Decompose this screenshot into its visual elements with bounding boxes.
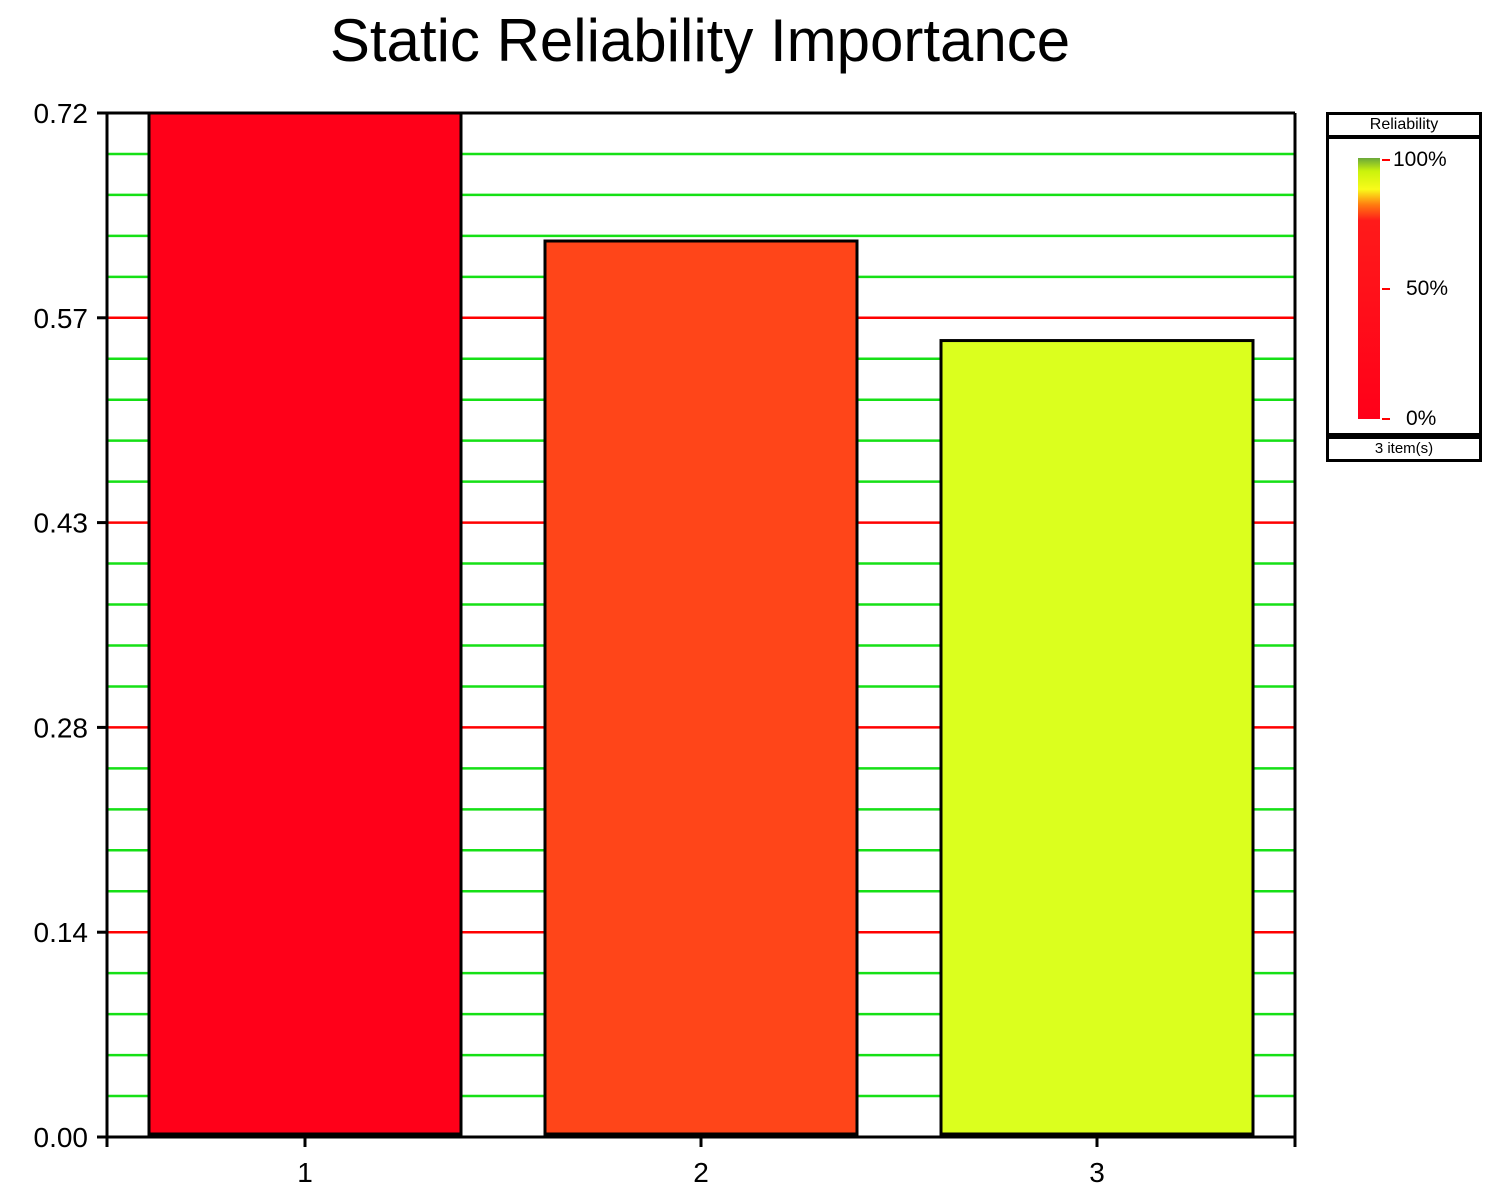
legend-panel bbox=[1326, 136, 1482, 436]
legend-label-100: 100% bbox=[1393, 148, 1447, 171]
legend-title: Reliability bbox=[1326, 112, 1482, 138]
legend-footer: 3 item(s) bbox=[1326, 436, 1482, 462]
axes bbox=[97, 111, 1297, 1147]
bars bbox=[147, 111, 1255, 1136]
x-tick-label: 2 bbox=[693, 1157, 709, 1188]
y-tick-label: 0.14 bbox=[34, 917, 89, 948]
y-tick-label: 0.43 bbox=[34, 508, 89, 539]
y-tick-label: 0.00 bbox=[34, 1122, 89, 1153]
legend-label-50: 50% bbox=[1406, 277, 1449, 300]
x-axis-ticks: 1 2 3 bbox=[297, 1137, 1105, 1188]
reliability-color-scale bbox=[1358, 158, 1380, 419]
legend-tick-0 bbox=[1382, 418, 1390, 420]
y-tick-label: 0.28 bbox=[34, 712, 89, 743]
y-axis-ticks: 0.00 0.14 0.28 0.43 0.57 0.72 bbox=[34, 98, 107, 1153]
legend-label-0: 0% bbox=[1406, 407, 1437, 430]
chart-title: Static Reliability Importance bbox=[329, 7, 1071, 74]
y-tick-label: 0.72 bbox=[34, 98, 89, 129]
y-tick-label: 0.57 bbox=[34, 303, 89, 334]
x-tick-label: 1 bbox=[297, 1157, 313, 1188]
bar-2 bbox=[543, 239, 859, 1136]
x-tick-label: 3 bbox=[1089, 1157, 1105, 1188]
bar-3 bbox=[939, 339, 1255, 1136]
bar-1 bbox=[147, 111, 463, 1136]
legend-tick-50 bbox=[1382, 288, 1390, 290]
legend-tick-100 bbox=[1382, 159, 1390, 161]
